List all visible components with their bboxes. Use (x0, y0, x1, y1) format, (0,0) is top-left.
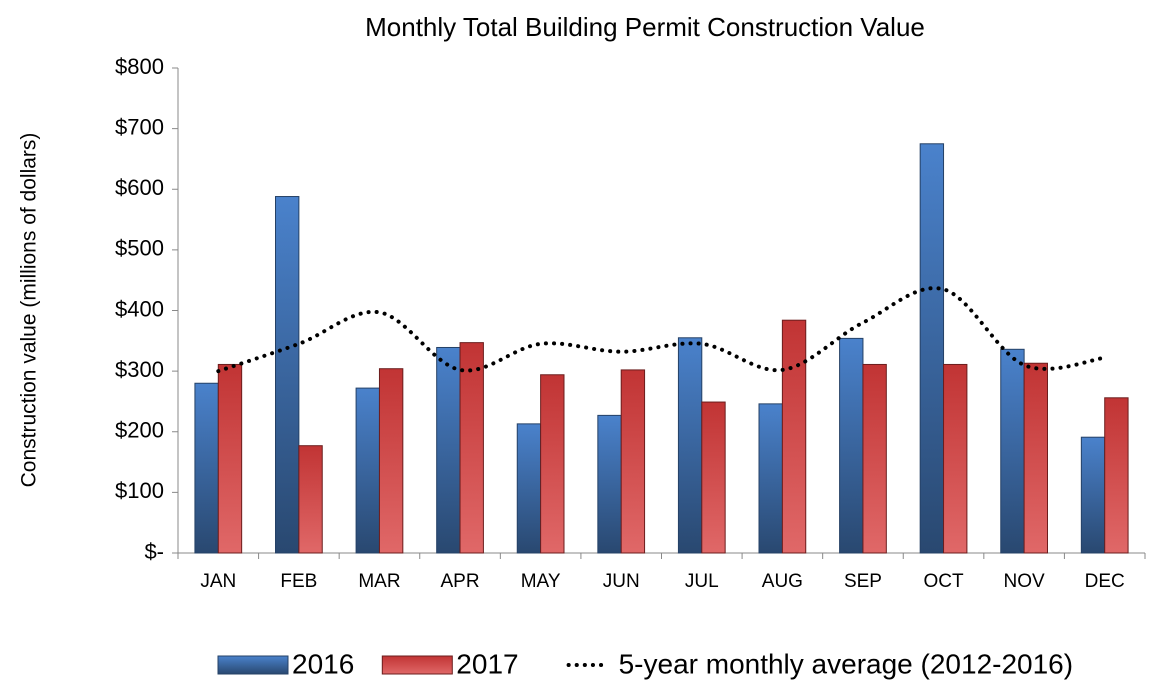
bar (436, 346, 461, 554)
y-tick-label: $500 (115, 236, 164, 261)
bar (943, 363, 968, 554)
bar (459, 342, 484, 554)
x-tick-label: JAN (200, 571, 236, 592)
x-tick-label: JUL (685, 571, 719, 592)
bar (355, 387, 380, 554)
x-tick-label: MAR (358, 571, 400, 592)
bar (516, 423, 542, 554)
bar (1080, 436, 1106, 554)
bar (620, 369, 646, 554)
bar (275, 196, 300, 554)
bar (1000, 348, 1025, 554)
x-tick-label: AUG (762, 571, 803, 592)
legend-label: 2016 (292, 648, 354, 679)
bar (597, 414, 622, 554)
bar (862, 363, 887, 554)
y-tick-label: $100 (115, 478, 164, 503)
x-tick-label: APR (441, 571, 480, 592)
x-tick-label: MAY (521, 571, 561, 592)
x-tick-label: OCT (923, 571, 964, 592)
y-tick-label: $800 (115, 54, 164, 79)
y-tick-label: $- (144, 539, 164, 564)
x-tick-label: JUN (603, 571, 640, 592)
bar (701, 401, 726, 554)
chart-title: Monthly Total Building Permit Constructi… (365, 12, 925, 42)
legend-swatch (381, 655, 453, 675)
legend-label: 2017 (456, 648, 518, 679)
bar (758, 403, 783, 554)
bar (540, 374, 565, 554)
line (216, 286, 1107, 374)
y-tick-label: $700 (115, 114, 164, 139)
legend-label: 5-year monthly average (2012-2016) (619, 648, 1073, 679)
bar (839, 337, 864, 554)
x-tick-label: FEB (280, 571, 317, 592)
y-tick-label: $400 (115, 296, 164, 321)
x-tick-label: SEP (844, 571, 882, 592)
bar (298, 445, 323, 554)
y-axis-label: Construction value (millions of dollars) (18, 133, 41, 488)
bar (781, 319, 807, 554)
bar (677, 337, 703, 554)
x-tick-label: NOV (1004, 571, 1046, 592)
legend-swatch (217, 655, 289, 675)
bar (194, 382, 219, 554)
bar (1023, 362, 1048, 554)
y-tick-label: $600 (115, 175, 164, 200)
y-tick-label: $200 (115, 418, 164, 443)
bar (378, 368, 404, 554)
bar (1104, 397, 1129, 554)
bar (919, 143, 945, 554)
y-tick-label: $300 (115, 357, 164, 382)
x-tick-label: DEC (1085, 571, 1125, 592)
bar (217, 363, 243, 554)
